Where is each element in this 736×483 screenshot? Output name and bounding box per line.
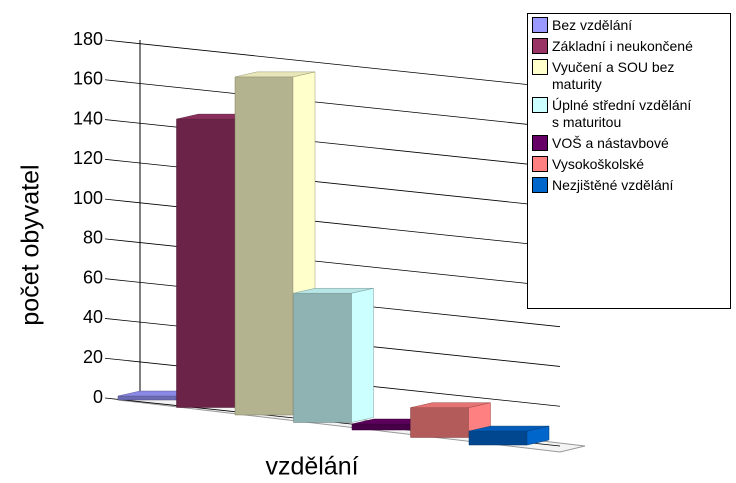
legend-label: Úplné střední vzdělání s maturitou <box>552 97 692 130</box>
y-tick-label: 0 <box>93 387 103 407</box>
grid-line <box>104 39 561 89</box>
legend-swatch <box>532 97 548 113</box>
bar-front <box>410 407 469 438</box>
legend-entry: Bez vzdělání <box>532 17 726 34</box>
bar-front <box>293 292 352 423</box>
legend-entry: Vyučení a SOU bez maturity <box>532 59 726 93</box>
y-tick-label: 120 <box>73 148 103 168</box>
y-tick-label: 140 <box>73 108 103 128</box>
grid-line <box>104 79 561 129</box>
bar-top <box>293 287 374 294</box>
legend-label: VOŠ a nástavbové <box>552 135 669 151</box>
bar-top <box>410 402 491 408</box>
y-tick-label: 80 <box>83 228 103 248</box>
legend-label: Bez vzdělání <box>552 17 633 33</box>
bar-front <box>468 430 528 446</box>
legend-entry: Vysokoškolské <box>532 156 726 173</box>
legend: Bez vzdělání Základní i neukončené Vyučení… <box>527 13 731 309</box>
legend-entry: Nezjištěné vzdělání <box>532 177 726 194</box>
grid-line <box>104 158 561 208</box>
legend-label: Vyučení a SOU bez maturity <box>552 59 675 92</box>
legend-entry: Úplné střední vzdělání s maturitou <box>532 97 726 131</box>
bar-front <box>117 395 177 401</box>
y-tick-label: 100 <box>73 188 103 208</box>
y-tick-label: 40 <box>83 307 103 327</box>
y-tick-label: 60 <box>83 267 103 287</box>
bar-top <box>234 71 316 78</box>
grid-line <box>104 198 561 248</box>
legend-swatch <box>532 156 548 172</box>
legend-entry: Základní i neukončené <box>532 38 726 55</box>
bar-front <box>351 423 411 431</box>
y-tick-label: 160 <box>73 69 103 89</box>
legend-swatch <box>532 38 548 54</box>
legend-label: Vysokoškolské <box>552 156 645 172</box>
bar-side <box>351 287 374 423</box>
bar-top <box>468 425 550 432</box>
grid-line <box>104 119 561 168</box>
y-axis-title: počet obyvatel <box>17 164 45 325</box>
grid-line <box>104 238 561 288</box>
y-tick-label: 20 <box>83 347 103 367</box>
bar-front <box>234 76 294 416</box>
legend-swatch <box>532 135 548 151</box>
legend-label: Základní i neukončené <box>552 38 693 54</box>
legend-label: Nezjištěné vzdělání <box>552 177 674 193</box>
legend-swatch <box>532 177 548 193</box>
legend-swatch <box>532 17 548 33</box>
legend-entry: VOŠ a nástavbové <box>532 135 726 152</box>
bar-front <box>176 118 235 408</box>
y-tick-label: 180 <box>73 29 103 49</box>
x-axis-title: vzdělání <box>265 453 358 481</box>
legend-swatch <box>532 59 548 75</box>
